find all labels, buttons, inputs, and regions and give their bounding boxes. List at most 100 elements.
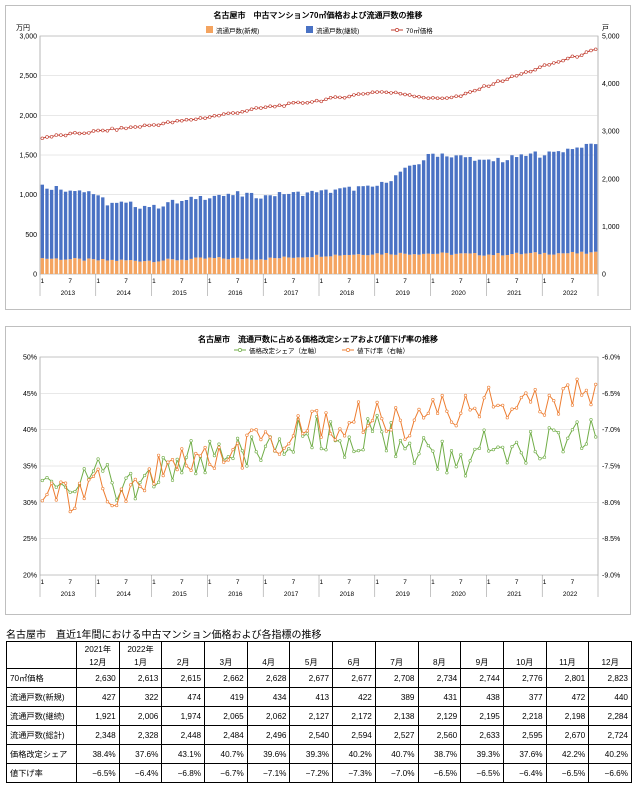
discount-point (375, 400, 379, 404)
chart1-month-tick: 1 (152, 278, 156, 285)
discount-point (105, 500, 109, 504)
price-point (82, 131, 86, 136)
share-point (394, 454, 398, 459)
bar-new-listings (138, 261, 142, 274)
price-point (142, 123, 147, 128)
table-cell: 1,921 (76, 706, 120, 726)
price-point (375, 90, 379, 94)
bar-continuing-listings (147, 207, 151, 261)
price-point (189, 118, 193, 122)
table-cell: 40.2% (588, 744, 632, 764)
price-point (431, 96, 435, 100)
discount-point (398, 418, 403, 422)
price-point (394, 90, 398, 95)
bar-continuing-listings (356, 186, 361, 255)
bar-continuing-listings (161, 206, 165, 261)
price-point (473, 88, 477, 93)
table-cell: 2,484 (204, 725, 248, 745)
chart1-left-tick-label: 1,500 (19, 153, 37, 160)
price-point (156, 123, 161, 127)
share-point (515, 440, 519, 444)
bar-continuing-listings (40, 184, 44, 259)
bar-continuing-listings (566, 148, 570, 254)
chart2-month-tick: 7 (515, 579, 519, 586)
bar-new-listings (463, 253, 468, 274)
bar-new-listings (268, 257, 272, 274)
bar-new-listings (514, 252, 519, 274)
chart2-month-tick: 7 (459, 579, 463, 586)
share-point (240, 449, 244, 453)
bar-new-listings (277, 258, 282, 274)
bar-new-listings (394, 254, 398, 274)
bar-new-listings (166, 258, 170, 274)
discount-point (561, 387, 565, 391)
share-point (454, 465, 458, 469)
table-row: 値下げ率 −6.5% −6.4% −6.8% −6.7% −7.1% −7.2% −7.3% −… (6, 763, 632, 783)
price-point (338, 95, 342, 100)
share-point (403, 447, 407, 451)
table-row-label: 値下げ率 (6, 763, 77, 783)
share-point (143, 473, 147, 478)
chart1-year-label: 2017 (284, 290, 299, 297)
bar-new-listings (421, 253, 426, 274)
share-point (254, 450, 258, 454)
table-year-header: 2021年 (76, 641, 120, 655)
price-point (403, 92, 407, 97)
table-cell: 2,594 (332, 725, 376, 745)
share-point (408, 441, 412, 445)
chart2-right-tick-label: -6.5% (602, 391, 620, 398)
table-cell: 2,633 (460, 725, 504, 745)
bar-new-listings (59, 259, 63, 274)
bar-continuing-listings (394, 175, 398, 255)
chart1-month-tick: 7 (124, 278, 128, 285)
discount-point (212, 466, 216, 470)
bar-continuing-listings (231, 195, 235, 258)
share-point (519, 451, 523, 455)
price-point (170, 120, 175, 125)
table-cell: 474 (161, 687, 206, 707)
table-month-header: 1月 (118, 655, 163, 669)
share-point (575, 420, 579, 424)
share-point (501, 445, 505, 449)
discount-point (194, 451, 198, 456)
discount-point (501, 403, 505, 407)
table-cell: −6.8% (161, 763, 206, 783)
price-point (570, 54, 575, 58)
bar-new-listings (189, 258, 193, 274)
bar-new-listings (226, 259, 230, 274)
price-point (370, 90, 375, 94)
discount-point (370, 418, 375, 423)
chart2-left-tick-label: 25% (23, 536, 37, 543)
bar-continuing-listings (459, 155, 463, 254)
bar-continuing-listings (361, 186, 365, 255)
bar-continuing-listings (594, 144, 598, 252)
price-point (454, 94, 458, 98)
bar-continuing-listings (496, 157, 500, 254)
discount-point (161, 474, 165, 478)
bar-new-listings (473, 253, 477, 274)
bar-new-listings (440, 252, 444, 274)
price-point (463, 91, 468, 96)
table-year-header: 2022年 (118, 641, 163, 655)
discount-point (454, 424, 458, 428)
bar-continuing-listings (175, 203, 179, 261)
bar-continuing-listings (119, 201, 124, 260)
chart2-year-label: 2017 (284, 591, 299, 598)
chart2-month-tick: 1 (375, 579, 379, 586)
chart1-month-tick: 1 (320, 278, 324, 285)
chart2-month-tick: 1 (208, 579, 212, 586)
legend-label: 値下げ率（右軸） (357, 346, 409, 355)
table-month-header: 12月 (76, 655, 120, 669)
discount-point (449, 420, 454, 424)
share-point (301, 434, 305, 438)
discount-point (324, 411, 328, 415)
price-point (212, 114, 217, 118)
bar-continuing-listings (240, 196, 244, 260)
share-point (352, 449, 356, 454)
share-point (384, 449, 389, 453)
table-cell: 38.4% (76, 744, 120, 764)
share-point (556, 430, 561, 435)
discount-point (263, 430, 268, 434)
bar-continuing-listings (389, 181, 393, 255)
share-point (542, 455, 547, 459)
